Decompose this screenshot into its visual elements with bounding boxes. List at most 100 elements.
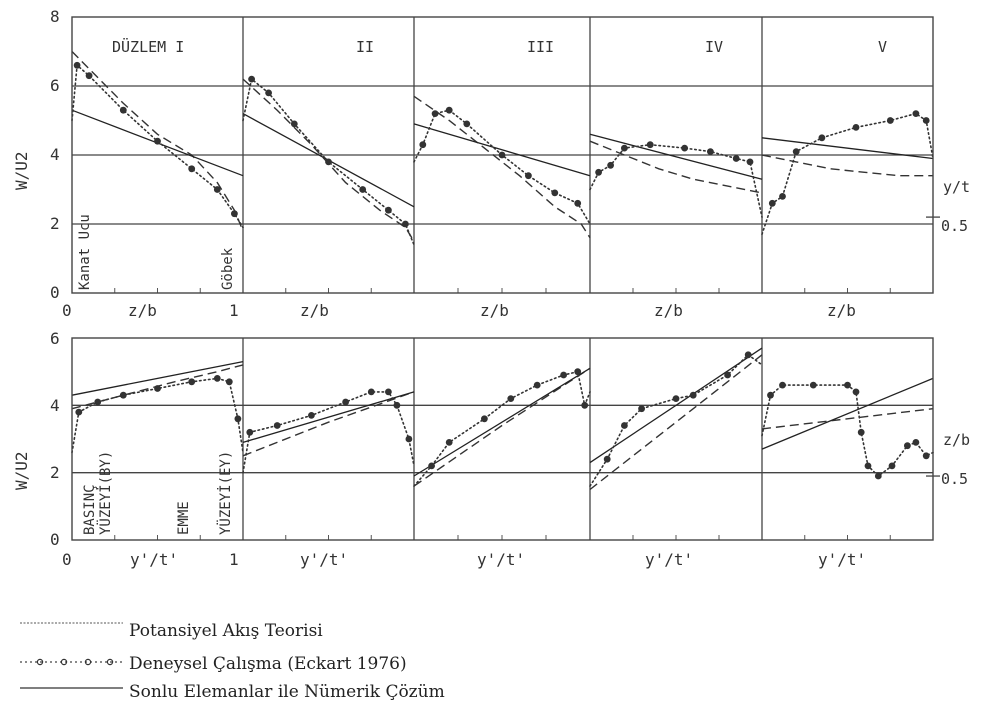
bottom-ytick-2: 2 [50, 463, 60, 482]
bottom-panel2-experimental-point-6 [385, 388, 392, 396]
top-panel5-experimental-point-2 [779, 193, 786, 200]
top-panel3-experimental-point-8 [574, 199, 582, 207]
top-panel1-experimental-point-2 [85, 72, 93, 80]
top-panel1-experimental-point-3 [119, 106, 127, 114]
bottom-panel5-experimental-line [761, 384, 934, 478]
bottom-panel1-experimental-point-1 [75, 408, 83, 416]
panel-title-5: V [878, 38, 887, 56]
bottom-panel2-experimental-point-3 [308, 412, 315, 419]
top-panel5-experimental-point-3 [792, 148, 800, 156]
top-xtick-0: 0 [62, 301, 72, 320]
top-panel5-experimental-point-6 [886, 117, 894, 124]
bottom-panel2-numerical-line [242, 391, 415, 444]
bottom-panel3-experimental-line [413, 370, 591, 487]
bottom-panel5-experimental-point-10 [904, 442, 911, 450]
bottom-panel1-experimental-point-6 [213, 375, 221, 382]
top-panel5-experimental-point-5 [852, 124, 860, 131]
top-right-annotation: Göbek [220, 247, 236, 290]
legend-label-potential: Potansiyel Akış Teorisi [129, 621, 323, 641]
top-panel5-experimental-point-7 [912, 110, 920, 117]
bottom-panel1-experimental-point-4 [154, 385, 161, 392]
top-panel4-experimental-point-8 [746, 158, 754, 166]
bottom-panel1-experimental-line [71, 377, 244, 454]
top-panel2-experimental-point-3 [290, 120, 298, 128]
top-panel3-experimental-point-3 [445, 106, 453, 114]
bottom-ytick-4: 4 [50, 396, 60, 415]
bottom-panel4-potential-line [589, 354, 763, 491]
bottom-panel4-experimental-point-1 [603, 455, 611, 463]
top-panel1-experimental-point-1 [73, 61, 81, 69]
top-panel1-experimental-point-7 [231, 210, 238, 218]
bottom-panel3-potential-line [413, 367, 591, 487]
top-side-label: y/t [943, 178, 970, 196]
top-panel4-experimental-point-3 [621, 144, 628, 152]
bottom-panel3-experimental-point-6 [560, 371, 567, 379]
bottom-xlabel-1: y'/t' [130, 550, 178, 569]
bottom-xtick-0: 0 [62, 550, 72, 569]
bottom-panel2-potential-line [242, 391, 415, 457]
panel-title-3: III [527, 38, 554, 56]
top-side-value: 0.5 [941, 217, 968, 235]
bottom-panel4-experimental-point-6 [724, 371, 731, 379]
bottom-panel5-experimental-point-12 [922, 452, 930, 460]
bottom-side-label: z/b [943, 431, 970, 449]
bottom-panel4-experimental-point-2 [621, 422, 628, 429]
bottom-panel3-experimental-point-7 [574, 368, 582, 376]
bottom-panel1-experimental-point-2 [94, 398, 102, 406]
top-panel3-experimental-line [413, 109, 591, 225]
bottom-panel4-experimental-point-7 [744, 351, 752, 359]
top-panel3-experimental-point-2 [431, 110, 439, 117]
bottom-panel1-experimental-point-3 [119, 391, 127, 399]
top-ytick-8: 8 [50, 7, 60, 26]
top-xlabel-3: z/b [480, 301, 509, 320]
top-ytick-0: 0 [50, 283, 60, 302]
bottom-panel5-experimental-point-9 [888, 462, 896, 470]
top-panel4-experimental-point-6 [707, 148, 714, 156]
top-ytick-2: 2 [50, 214, 60, 233]
top-panel5-experimental-point-8 [922, 117, 930, 124]
top-panel4-experimental-point-2 [607, 161, 614, 169]
top-ytick-6: 6 [50, 76, 60, 95]
bottom-gridlines [72, 338, 940, 540]
bottom-right-annotation: YÜZEYİ(EY) [216, 451, 234, 535]
top-xlabel-4: z/b [654, 301, 683, 320]
bottom-panel5-experimental-point-4 [844, 381, 851, 389]
bottom-panel3-numerical-line [413, 367, 591, 477]
bottom-panel2-experimental-point-1 [246, 428, 254, 436]
bottom-ylabel: W/U2 [12, 451, 31, 490]
top-panel2-experimental-point-4 [325, 158, 332, 166]
top-panel2-potential-line [242, 78, 415, 242]
bottom-panel2-experimental-line [242, 391, 415, 474]
bottom-panel5-experimental-point-3 [809, 381, 817, 389]
panel-title-4: IV [705, 38, 723, 56]
top-plot-frame [71, 16, 934, 294]
bottom-panel5-experimental-point-5 [852, 388, 860, 396]
top-panel1-experimental-point-5 [188, 165, 196, 173]
top-panel3-experimental-point-4 [463, 120, 471, 128]
top-panel4-experimental-point-5 [681, 144, 688, 152]
bottom-panel3-experimental-point-3 [481, 415, 488, 423]
top-xlabel-2: z/b [300, 301, 329, 320]
bottom-panel4-experimental-point-5 [689, 391, 697, 399]
legend-marker-4 [106, 658, 114, 666]
bottom-panel2-experimental-point-5 [367, 388, 375, 396]
bottom-xlabel-3: y'/t' [477, 550, 525, 569]
bottom-panel5-experimental-point-2 [779, 381, 786, 389]
top-panel1-potential-line [71, 51, 244, 232]
bottom-panel3-experimental-point-4 [507, 395, 515, 402]
bottom-panel1-experimental-point-7 [225, 378, 233, 386]
legend-marker-3 [84, 658, 92, 666]
bottom-plot-frame [71, 337, 934, 541]
bottom-left-annotation-2: YÜZEYİ(BY) [96, 451, 114, 535]
bottom-panel1-experimental-point-5 [188, 378, 196, 386]
bottom-panel5-experimental-point-8 [874, 472, 882, 480]
top-panel1-experimental-line [71, 63, 244, 229]
top-panel3-experimental-point-6 [525, 172, 532, 180]
top-panel1-experimental-point-6 [213, 186, 221, 193]
top-panel4-experimental-point-4 [646, 141, 654, 149]
top-series [71, 51, 934, 246]
bottom-panel4-experimental-point-3 [638, 405, 645, 413]
top-panel3-potential-line [413, 95, 591, 239]
legend-label-experimental: Deneysel Çalışma (Eckart 1976) [129, 654, 407, 674]
bottom-panel5-experimental-point-1 [767, 391, 774, 399]
